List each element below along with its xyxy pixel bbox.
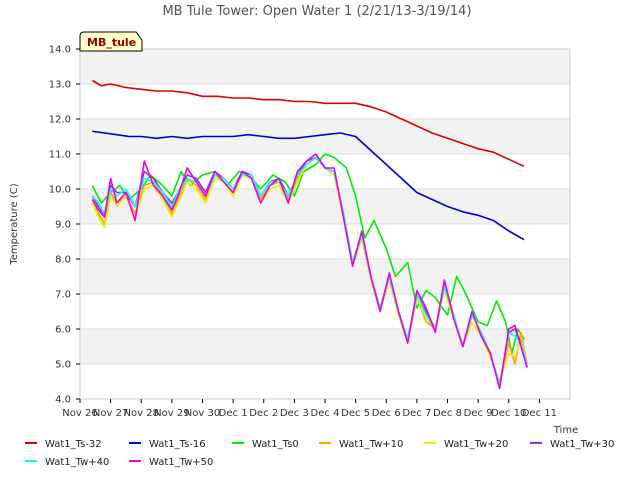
series-line-wat1-tw-50	[91, 153, 528, 390]
x-tick-label: Dec 3	[280, 408, 309, 419]
y-axis: 4.0 5.0 6.0 7.0 8.0 9.0 10.0 11.0 12.0 13.0 14.0	[49, 45, 80, 406]
background-band	[80, 119, 570, 154]
y-tick-label: 13.0	[49, 80, 71, 91]
x-tick-label: Nov 27	[93, 408, 128, 419]
legend-label: Wat1_Ts-16	[149, 439, 206, 450]
y-tick-label: 14.0	[49, 45, 71, 56]
station-label: MB_tule	[87, 36, 136, 49]
legend-label: Wat1_Tw+30	[550, 439, 614, 450]
background-band	[80, 154, 570, 189]
legend-item: Wat1_Ts-32	[25, 439, 102, 450]
legend-label: Wat1_Ts-32	[45, 439, 102, 450]
background-band	[80, 294, 570, 329]
y-tick-label: 10.0	[49, 185, 71, 196]
legend-item: Wat1_Tw+20	[424, 439, 508, 450]
legend-item: Wat1_Ts-16	[129, 439, 206, 450]
legend-label: Wat1_Tw+10	[339, 439, 403, 450]
x-tick-label: Nov 30	[185, 408, 220, 419]
background-band	[80, 364, 570, 399]
x-tick-label: Dec 10	[491, 408, 526, 419]
series-line-wat1-ts-32	[91, 79, 525, 168]
plot-background	[80, 49, 570, 399]
x-tick-label: Dec 11	[522, 408, 557, 419]
x-tick-label: Dec 8	[433, 408, 462, 419]
legend-label: Wat1_Tw+40	[45, 457, 109, 468]
x-tick-label: Dec 2	[249, 408, 278, 419]
x-tick-label: Nov 29	[154, 408, 189, 419]
y-axis-label: Temperature (C)	[9, 183, 20, 265]
background-band	[80, 49, 570, 84]
legend-label: Wat1_Ts0	[252, 439, 299, 450]
y-tick-label: 11.0	[49, 150, 71, 161]
background-band	[80, 189, 570, 224]
background-band	[80, 224, 570, 259]
legend: Wat1_Ts-32 Wat1_Ts-16 Wat1_Ts0 Wat1_Tw+10 Wa…	[25, 439, 614, 468]
series-lines	[91, 79, 528, 390]
series-line-wat1-ts0	[91, 153, 525, 355]
background-band	[80, 259, 570, 294]
legend-item: Wat1_Tw+30	[530, 439, 614, 450]
y-tick-label: 8.0	[55, 255, 71, 266]
legend-item: Wat1_Tw+50	[129, 457, 213, 468]
x-tick-label: Dec 1	[219, 408, 248, 419]
x-tick-label: Dec 7	[402, 408, 431, 419]
x-tick-label: Nov 28	[124, 408, 159, 419]
legend-item: Wat1_Tw+10	[319, 439, 403, 450]
x-tick-label: Nov 26	[62, 408, 97, 419]
chart-title: MB Tule Tower: Open Water 1 (2/21/13-3/1…	[162, 4, 471, 19]
series-line-wat1-ts-16	[92, 130, 525, 241]
x-tick-label: Dec 4	[311, 408, 340, 419]
legend-item: Wat1_Tw+40	[25, 457, 109, 468]
background-band	[80, 329, 570, 364]
y-tick-label: 4.0	[55, 395, 71, 406]
x-tick-label: Dec 9	[464, 408, 493, 419]
station-label-box: MB_tule	[79, 31, 143, 52]
x-axis-label: Time	[553, 425, 578, 436]
x-tick-label: Dec 6	[372, 408, 401, 419]
background-band	[80, 84, 570, 119]
y-tick-label: 7.0	[55, 290, 71, 301]
x-tick-label: Dec 5	[341, 408, 370, 419]
y-tick-label: 5.0	[55, 360, 71, 371]
y-tick-label: 12.0	[49, 115, 71, 126]
legend-item: Wat1_Ts0	[232, 439, 299, 450]
y-tick-label: 6.0	[55, 325, 71, 336]
legend-label: Wat1_Tw+20	[444, 439, 508, 450]
legend-label: Wat1_Tw+50	[149, 457, 213, 468]
y-tick-label: 9.0	[55, 220, 71, 231]
